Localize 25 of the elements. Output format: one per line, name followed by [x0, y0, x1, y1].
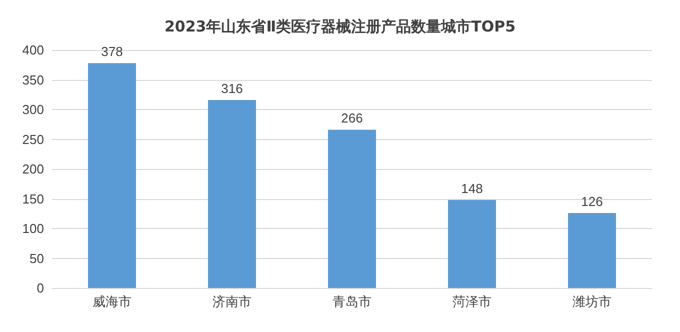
x-tick-label: 威海市	[92, 295, 132, 310]
y-tick-label: 400	[22, 42, 44, 58]
y-tick-label: 300	[22, 102, 44, 117]
x-tick-label: 青岛市	[332, 295, 372, 310]
y-tick-label: 350	[22, 72, 44, 88]
x-tick-label: 济南市	[212, 295, 252, 310]
bar	[448, 200, 496, 288]
y-tick-label: 150	[22, 191, 44, 206]
x-tick-label: 潍坊市	[572, 295, 612, 310]
y-tick-label: 100	[22, 221, 44, 236]
bar	[208, 100, 256, 288]
y-tick-label: 250	[22, 132, 44, 147]
data-label: 148	[461, 180, 483, 196]
y-tick-label: 50	[30, 250, 44, 266]
chart-title: 2023年山东省Ⅱ类医疗器械注册产品数量城市TOP5	[164, 18, 516, 36]
data-label: 266	[341, 110, 363, 126]
y-tick-label: 200	[22, 162, 44, 176]
bar	[328, 130, 376, 288]
data-label: 126	[581, 194, 603, 210]
data-label: 316	[221, 80, 243, 96]
data-label: 378	[101, 44, 123, 60]
y-tick-label: 0	[36, 280, 44, 296]
bar	[568, 213, 616, 288]
bar	[88, 63, 136, 288]
x-tick-label: 菏泽市	[452, 295, 492, 310]
